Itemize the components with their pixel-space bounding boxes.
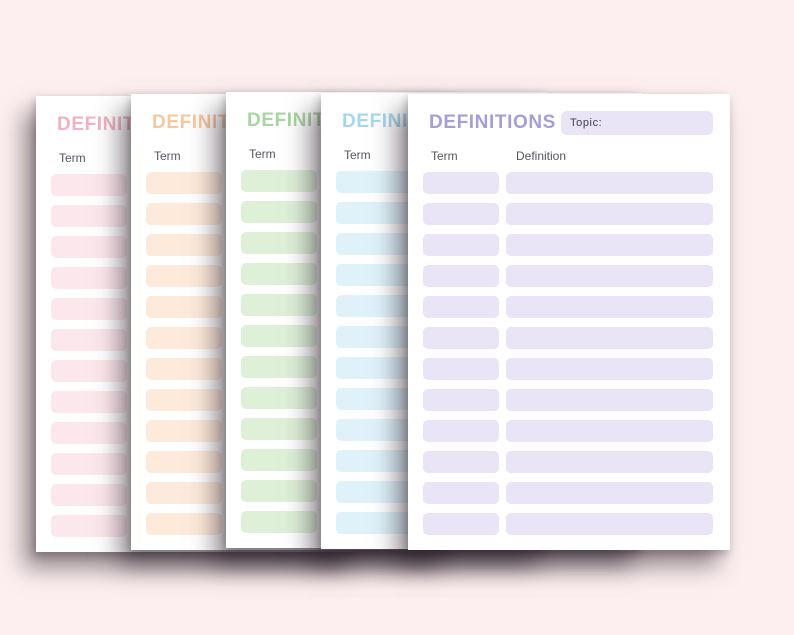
- term-entry-field[interactable]: [336, 202, 412, 224]
- definition-entry-field[interactable]: [506, 358, 713, 380]
- term-entry-field[interactable]: [146, 358, 222, 380]
- term-column-header: Term: [344, 148, 371, 162]
- term-entry-field[interactable]: [336, 512, 412, 534]
- term-entry-field[interactable]: [241, 294, 317, 316]
- term-fields-column: [241, 170, 317, 542]
- term-entry-field[interactable]: [423, 203, 499, 225]
- topic-label: Topic:: [570, 117, 603, 129]
- definition-entry-field[interactable]: [506, 296, 713, 318]
- term-entry-field[interactable]: [241, 325, 317, 347]
- term-entry-field[interactable]: [146, 172, 222, 194]
- term-entry-field[interactable]: [146, 234, 222, 256]
- term-column-header: Term: [431, 149, 458, 163]
- definition-fields-column: [506, 172, 713, 544]
- term-entry-field[interactable]: [336, 326, 412, 348]
- worksheet-page-purple: DEFINITIONS Topic: Term Definition: [408, 94, 730, 550]
- definition-entry-field[interactable]: [506, 265, 713, 287]
- term-entry-field[interactable]: [336, 171, 412, 193]
- definition-entry-field[interactable]: [506, 482, 713, 504]
- term-entry-field[interactable]: [336, 295, 412, 317]
- term-entry-field[interactable]: [241, 387, 317, 409]
- term-entry-field[interactable]: [423, 451, 499, 473]
- definition-entry-field[interactable]: [506, 327, 713, 349]
- term-entry-field[interactable]: [51, 391, 127, 413]
- term-entry-field[interactable]: [51, 360, 127, 382]
- term-entry-field[interactable]: [51, 515, 127, 537]
- term-entry-field[interactable]: [51, 298, 127, 320]
- term-entry-field[interactable]: [423, 358, 499, 380]
- term-entry-field[interactable]: [146, 513, 222, 535]
- term-fields-column: [51, 174, 127, 546]
- term-entry-field[interactable]: [423, 234, 499, 256]
- term-entry-field[interactable]: [51, 236, 127, 258]
- term-entry-field[interactable]: [146, 296, 222, 318]
- definition-entry-field[interactable]: [506, 234, 713, 256]
- term-entry-field[interactable]: [51, 453, 127, 475]
- term-entry-field[interactable]: [146, 451, 222, 473]
- term-column-header: Term: [249, 147, 276, 161]
- definition-entry-field[interactable]: [506, 203, 713, 225]
- term-entry-field[interactable]: [51, 422, 127, 444]
- term-fields-column: [336, 171, 412, 543]
- term-column-header: Term: [154, 149, 181, 163]
- term-entry-field[interactable]: [51, 484, 127, 506]
- term-entry-field[interactable]: [336, 357, 412, 379]
- term-entry-field[interactable]: [51, 174, 127, 196]
- term-entry-field[interactable]: [241, 480, 317, 502]
- term-entry-field[interactable]: [146, 327, 222, 349]
- term-entry-field[interactable]: [423, 420, 499, 442]
- term-entry-field[interactable]: [241, 449, 317, 471]
- term-entry-field[interactable]: [241, 418, 317, 440]
- definition-column-header: Definition: [516, 149, 567, 163]
- term-entry-field[interactable]: [336, 388, 412, 410]
- term-entry-field[interactable]: [423, 296, 499, 318]
- term-entry-field[interactable]: [241, 356, 317, 378]
- definition-entry-field[interactable]: [506, 513, 713, 535]
- term-entry-field[interactable]: [241, 232, 317, 254]
- term-entry-field[interactable]: [336, 450, 412, 472]
- term-entry-field[interactable]: [51, 329, 127, 351]
- term-entry-field[interactable]: [423, 513, 499, 535]
- term-entry-field[interactable]: [146, 389, 222, 411]
- definition-entry-field[interactable]: [506, 420, 713, 442]
- term-entry-field[interactable]: [51, 267, 127, 289]
- term-entry-field[interactable]: [423, 482, 499, 504]
- page-header: DEFINITIONS Topic:: [423, 109, 713, 137]
- term-entry-field[interactable]: [146, 420, 222, 442]
- term-entry-field[interactable]: [241, 170, 317, 192]
- entry-rows: [423, 172, 713, 544]
- term-entry-field[interactable]: [241, 201, 317, 223]
- term-entry-field[interactable]: [336, 233, 412, 255]
- term-entry-field[interactable]: [423, 172, 499, 194]
- term-entry-field[interactable]: [423, 265, 499, 287]
- term-entry-field[interactable]: [336, 264, 412, 286]
- term-entry-field[interactable]: [241, 263, 317, 285]
- term-entry-field[interactable]: [423, 389, 499, 411]
- term-entry-field[interactable]: [241, 511, 317, 533]
- definition-entry-field[interactable]: [506, 172, 713, 194]
- term-entry-field[interactable]: [51, 205, 127, 227]
- page-title: DEFINITIONS: [429, 112, 556, 133]
- term-fields-column: [146, 172, 222, 544]
- column-headers: Term Definition: [423, 149, 713, 163]
- term-column-header: Term: [59, 151, 86, 165]
- term-entry-field[interactable]: [146, 265, 222, 287]
- term-entry-field[interactable]: [336, 419, 412, 441]
- definition-entry-field[interactable]: [506, 389, 713, 411]
- definition-entry-field[interactable]: [506, 451, 713, 473]
- term-fields-column: [423, 172, 499, 544]
- term-entry-field[interactable]: [423, 327, 499, 349]
- term-entry-field[interactable]: [146, 482, 222, 504]
- term-entry-field[interactable]: [336, 481, 412, 503]
- term-entry-field[interactable]: [146, 203, 222, 225]
- topic-input-field[interactable]: Topic:: [561, 111, 713, 135]
